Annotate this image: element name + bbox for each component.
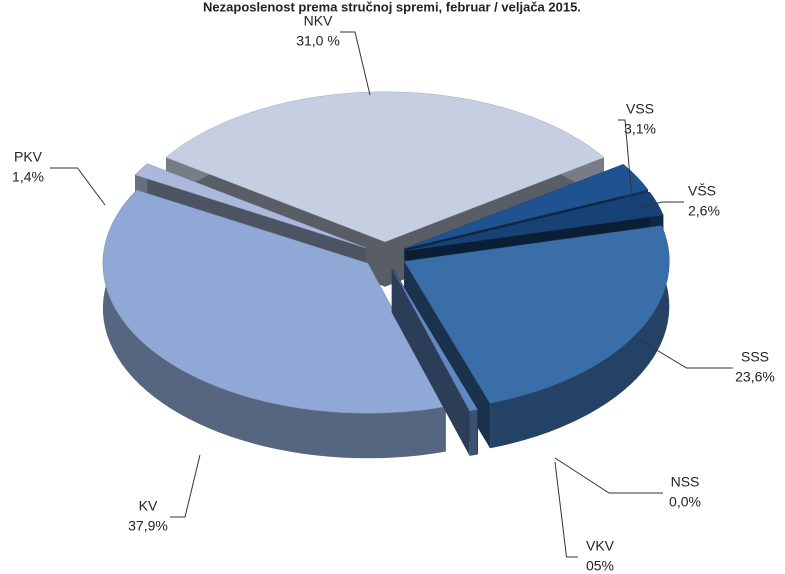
leader-line — [554, 461, 578, 558]
slice-top — [403, 225, 670, 404]
label-value: 1,4% — [12, 169, 44, 185]
label-name: KV — [139, 498, 158, 514]
label-name: VKV — [586, 538, 615, 554]
slice-side — [102, 190, 446, 459]
slice — [102, 189, 447, 459]
leader-line — [554, 457, 663, 494]
label-name: NKV — [304, 13, 333, 29]
slice — [403, 225, 670, 449]
label-name: PKV — [14, 149, 43, 165]
leader-line — [639, 201, 684, 209]
label-value: 0,0% — [669, 494, 701, 510]
label-value: 37,9% — [128, 518, 168, 534]
slice-top — [404, 163, 649, 249]
slice-side — [469, 409, 478, 456]
label-name: VŠS — [688, 183, 716, 199]
label-value: 23,6% — [735, 369, 775, 385]
leader-line — [340, 31, 371, 96]
slice — [391, 267, 478, 456]
label-value: 3,1% — [624, 121, 656, 137]
slice-top — [102, 189, 447, 414]
label-value: 31,0 % — [296, 33, 340, 49]
label-value: 2,6% — [688, 203, 720, 219]
slice-top — [391, 267, 478, 412]
slice-wall — [391, 267, 470, 456]
leader-line — [50, 167, 106, 206]
labels: NKV 31,0 % VSS 3,1% VŠS 2,6% SSS 23,6% NSS 0,0% VK… — [12, 13, 775, 574]
leader-line — [618, 119, 633, 201]
label-name: SSS — [741, 349, 769, 365]
label-name: VSS — [626, 101, 654, 117]
slice-top — [134, 163, 367, 249]
slice-top — [165, 91, 605, 243]
label-name: NSS — [671, 474, 700, 490]
pie — [102, 91, 670, 459]
label-value: 05% — [586, 558, 614, 574]
leader-line — [170, 454, 201, 518]
slice-side — [490, 225, 670, 449]
chart-title: Nezaposlenost prema stručnoj spremi, feb… — [203, 0, 581, 14]
leader-line — [639, 339, 733, 369]
